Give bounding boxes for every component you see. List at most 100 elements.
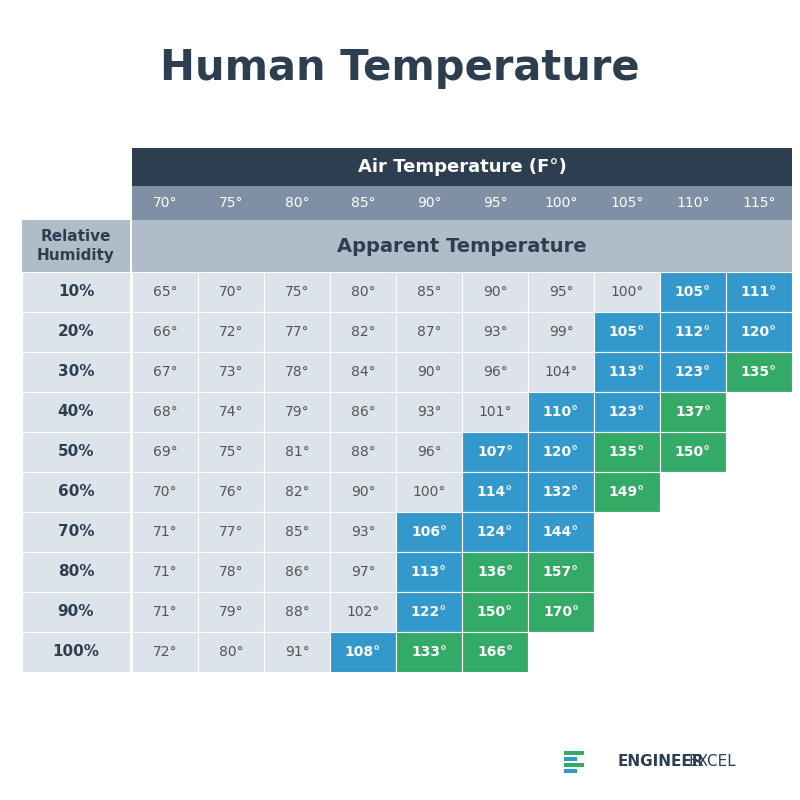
Bar [726,432,792,472]
Bar [564,751,584,755]
Text: 85°: 85° [417,285,442,299]
Text: 113°: 113° [411,565,447,579]
Bar [594,512,660,552]
Bar [726,632,792,672]
Bar [528,352,594,392]
Text: 166°: 166° [477,645,513,659]
Text: 79°: 79° [285,405,310,419]
Bar [22,352,130,392]
Text: 95°: 95° [549,285,574,299]
Bar [198,552,264,592]
Bar [22,472,130,512]
Text: 114°: 114° [477,485,513,499]
Bar [594,632,660,672]
Text: 76°: 76° [218,485,243,499]
Text: 79°: 79° [218,605,243,619]
Text: 87°: 87° [417,325,442,339]
Bar [396,552,462,592]
Bar [726,472,792,512]
Bar [330,472,396,512]
Text: 80%: 80% [58,565,94,579]
Text: 78°: 78° [218,565,243,579]
Bar [726,312,792,352]
Text: 124°: 124° [477,525,513,539]
Text: 77°: 77° [218,525,243,539]
Text: ENGINEER: ENGINEER [618,754,705,770]
Bar [330,552,396,592]
Bar [198,272,264,312]
Text: 86°: 86° [350,405,375,419]
Text: 120°: 120° [543,445,579,459]
Text: 106°: 106° [411,525,447,539]
Text: 82°: 82° [285,485,310,499]
Bar [726,352,792,392]
Text: 133°: 133° [411,645,447,659]
Bar [462,432,528,472]
Bar [264,592,330,632]
Bar [198,392,264,432]
Bar [726,272,792,312]
Bar [528,632,594,672]
Bar [132,432,198,472]
Text: 78°: 78° [285,365,310,379]
Text: 85°: 85° [285,525,310,539]
Bar [198,472,264,512]
Text: 90%: 90% [58,605,94,619]
Text: 110°: 110° [676,196,710,210]
Text: 137°: 137° [675,405,711,419]
Text: 102°: 102° [346,605,380,619]
Bar [198,352,264,392]
Text: 50%: 50% [58,445,94,459]
Bar [132,186,792,220]
Text: 99°: 99° [549,325,574,339]
Text: 100°: 100° [544,196,578,210]
Bar [396,632,462,672]
Bar [660,632,726,672]
Bar [660,352,726,392]
Bar [528,392,594,432]
Bar [726,552,792,592]
Text: 107°: 107° [477,445,513,459]
Bar [594,352,660,392]
Text: 80°: 80° [218,645,243,659]
Text: 110°: 110° [543,405,579,419]
Bar [132,148,792,186]
Bar [264,392,330,432]
Bar [330,592,396,632]
Bar [132,220,792,272]
Bar [564,769,577,773]
Bar [330,392,396,432]
Bar [660,312,726,352]
Text: 75°: 75° [218,196,243,210]
Text: Human Temperature: Human Temperature [160,47,640,89]
Bar [22,632,130,672]
Text: 70%: 70% [58,525,94,539]
Text: 101°: 101° [478,405,512,419]
Bar [132,352,198,392]
Bar [528,512,594,552]
Bar [660,272,726,312]
Text: 74°: 74° [218,405,243,419]
Bar [528,592,594,632]
Bar [726,512,792,552]
Bar [660,472,726,512]
Text: 70°: 70° [153,485,178,499]
Bar [132,512,198,552]
Text: 144°: 144° [543,525,579,539]
Bar [564,763,584,767]
Text: 100°: 100° [610,285,644,299]
Bar [132,392,198,432]
Bar [660,592,726,632]
Bar [132,272,198,312]
Text: 100°: 100° [412,485,446,499]
Bar [396,512,462,552]
Bar [22,512,130,552]
Text: 86°: 86° [285,565,310,579]
Bar [528,472,594,512]
Text: 111°: 111° [741,285,777,299]
Text: 93°: 93° [350,525,375,539]
Bar [594,392,660,432]
Bar [660,432,726,472]
Bar [132,592,198,632]
Text: 75°: 75° [218,445,243,459]
